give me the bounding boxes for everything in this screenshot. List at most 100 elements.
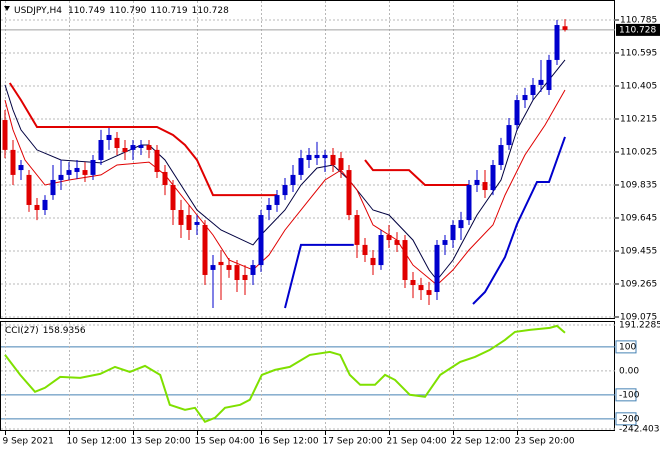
candle-body [122, 147, 128, 152]
x-tick-label: 9 Sep 2021 [3, 437, 54, 447]
candle-body [210, 265, 216, 270]
candle-body [290, 174, 296, 185]
candle-body [106, 134, 112, 141]
candle-body [170, 184, 176, 211]
y-tick-label: 110.215 [620, 114, 657, 124]
y-tick-label: -242.4031 [619, 425, 660, 435]
candle-body [42, 199, 48, 211]
candle-body [538, 79, 544, 85]
candle-body [250, 265, 256, 275]
candle-body [242, 274, 248, 281]
candle-body [362, 244, 368, 255]
candle-body [2, 120, 8, 150]
candle-body [418, 285, 424, 291]
candle-body [82, 170, 88, 175]
x-tick-label: 16 Sep 12:00 [259, 437, 319, 447]
candle-body [186, 215, 192, 230]
close-text: 110.728 [192, 6, 229, 16]
x-tick-label: 22 Sep 12:00 [451, 437, 511, 447]
candle-body [378, 235, 384, 266]
header-triangle [4, 6, 10, 11]
candle-body [410, 280, 416, 286]
x-tick-label: 23 Sep 20:00 [515, 437, 575, 447]
main-panel-frame [0, 0, 615, 319]
cci-title: CCI(27) [5, 326, 39, 336]
candle-body [546, 59, 552, 90]
candle-body [282, 184, 288, 196]
candle-body [450, 224, 456, 241]
candle-body [10, 149, 16, 175]
candle-body [554, 25, 560, 60]
candle-body [218, 261, 224, 266]
low-text: 110.719 [150, 6, 187, 16]
candle-body [322, 154, 328, 159]
candle-body [58, 174, 64, 180]
candle-body [154, 149, 160, 172]
overlay-line [4, 59, 566, 281]
y-tick-label: -200 [619, 414, 640, 424]
candle-body [458, 220, 464, 229]
candle-body [298, 158, 304, 175]
candle-body [402, 240, 408, 281]
candle-body [330, 154, 336, 166]
current-price-box [616, 23, 660, 36]
y-tick-label: 110.025 [620, 147, 657, 157]
candle-body [226, 265, 232, 270]
candle-body [490, 165, 496, 191]
y-tick-label: 110.405 [620, 81, 657, 91]
candle-body [434, 244, 440, 292]
candle-body [474, 179, 480, 185]
cci-header: CCI(27) 158.9356 [5, 326, 86, 336]
candle-body [346, 170, 352, 216]
candle-body [466, 184, 472, 221]
candle-body [98, 140, 104, 160]
candle-body [354, 215, 360, 245]
overlay-line [284, 136, 566, 309]
y-tick-label: 110.785 [620, 15, 657, 25]
level-label-box [615, 340, 637, 354]
current-price-label: 110.728 [619, 25, 656, 35]
candle-body [114, 137, 120, 148]
candle-body [498, 145, 504, 166]
candle-body [522, 95, 528, 101]
candle-body [258, 215, 264, 266]
candle-body [34, 204, 40, 211]
candle-body [194, 221, 200, 225]
candle-body [314, 154, 320, 159]
candle-body [530, 84, 536, 96]
symbol: USDJPY,H4 [14, 6, 62, 16]
y-tick-label: -100 [619, 390, 640, 400]
candle-body [338, 158, 344, 171]
candle-body [162, 171, 168, 185]
candle-body [426, 290, 432, 295]
cci-line [4, 324, 566, 424]
y-tick-label: 109.645 [620, 213, 657, 223]
overlay-line [8, 82, 469, 197]
candle-body [66, 170, 72, 175]
x-tick-label: 17 Sep 20:00 [323, 437, 383, 447]
candle-body [90, 159, 96, 175]
y-tick-label: 109.455 [620, 246, 657, 256]
high-text: 110.790 [109, 6, 146, 16]
y-tick-label: 109.075 [620, 313, 657, 323]
candle-body [370, 257, 376, 266]
level-label-box [615, 388, 637, 402]
y-tick-label: 109.835 [620, 180, 657, 190]
y-tick-label: 109.265 [620, 279, 657, 289]
x-tick-label: 13 Sep 20:00 [131, 437, 191, 447]
candle-body [18, 165, 24, 171]
candle-body [274, 195, 280, 205]
y-tick-label: 100 [619, 342, 636, 352]
candle-body [506, 125, 512, 146]
level-label-box [615, 412, 637, 426]
x-tick-label: 15 Sep 04:00 [195, 437, 255, 447]
candle-body [26, 174, 32, 205]
candle-body [74, 167, 80, 172]
candle-body [202, 224, 208, 275]
y-tick-label: 110.595 [620, 48, 657, 58]
candle-body [386, 235, 392, 241]
y-tick-label: 191.2285 [619, 321, 660, 331]
open-text: 110.749 [68, 6, 105, 16]
